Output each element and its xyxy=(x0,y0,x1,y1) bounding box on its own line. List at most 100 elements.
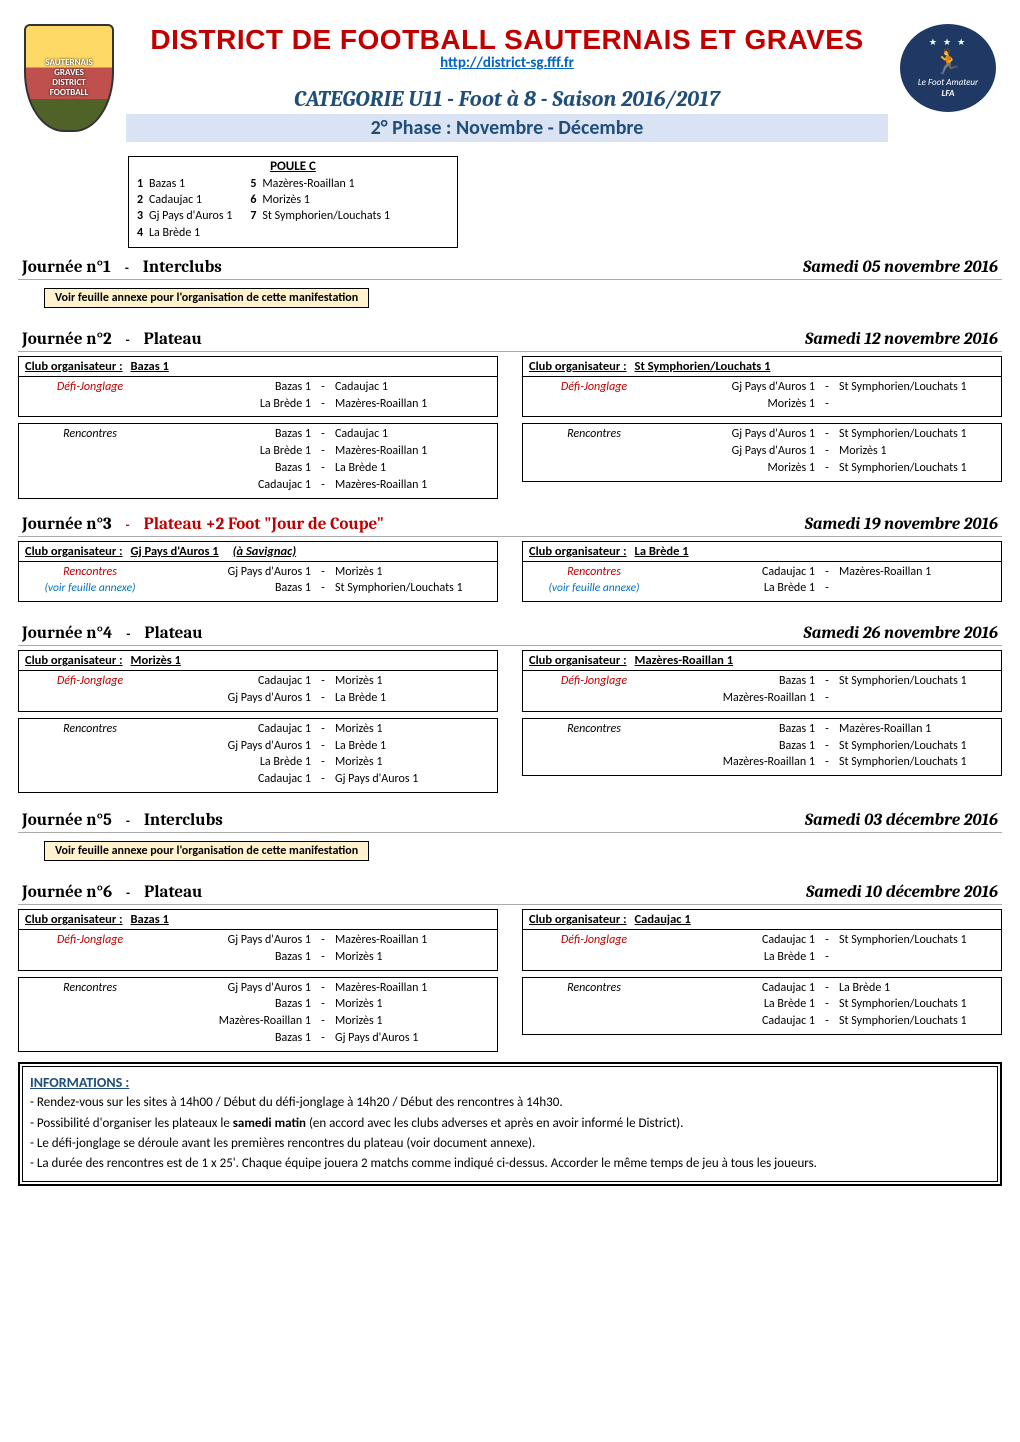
journee-label: Journée n°3 xyxy=(22,515,112,534)
rencontres-label: Rencontres xyxy=(529,564,659,581)
poule-team: Morizès 1 xyxy=(262,193,309,207)
poule-col-right: 5Mazères-Roaillan 1 6Morizès 1 7St Symph… xyxy=(250,176,390,241)
poule-box: POULE C 1Bazas 1 2Cadaujac 1 3Gj Pays d'… xyxy=(128,156,458,248)
district-crest: SAUTERNAIS GRAVES DISTRICT FOOTBALL xyxy=(24,24,114,132)
panel-right: Club organisateur : Mazères-Roaillan 1 Dé… xyxy=(522,650,1002,793)
defi-label: Défi-Jonglage xyxy=(25,673,155,690)
journee-type: Interclubs xyxy=(144,811,223,830)
poule-team: Gj Pays d'Auros 1 xyxy=(149,209,232,223)
lfa-logo: ★ ★ ★ 🏃 Le Foot Amateur LFA xyxy=(900,24,996,112)
journee-label: Journée n°5 xyxy=(22,811,112,830)
journee-6-panels: Club organisateur : Bazas 1 Défi-Jonglage… xyxy=(18,909,1002,1052)
club-org-name: Cadaujac 1 xyxy=(635,912,691,927)
journee-type: Interclubs xyxy=(143,258,222,277)
journee-label: Journée n°1 xyxy=(22,258,111,277)
defi-label: Défi-Jonglage xyxy=(529,379,659,396)
district-url-link[interactable]: http://district-sg.fff.fr xyxy=(126,54,888,72)
panel-left: Club organisateur : Morizès 1 Défi-Jongla… xyxy=(18,650,498,793)
rencontres-label: Rencontres xyxy=(529,426,659,443)
informations-title: INFORMATIONS : xyxy=(30,1072,990,1094)
lfa-abbr: LFA xyxy=(942,88,955,99)
info-line: - La durée des rencontres est de 1 x 25'… xyxy=(30,1154,990,1174)
journee-1-header: Journée n°1 - Interclubs Samedi 05 novem… xyxy=(18,258,1002,280)
club-org-name: Bazas 1 xyxy=(131,912,169,927)
journee-type: Plateau xyxy=(144,330,202,349)
journee-date: Samedi 26 novembre 2016 xyxy=(803,624,998,643)
rencontres-label: Rencontres xyxy=(25,980,155,997)
poule-col-left: 1Bazas 1 2Cadaujac 1 3Gj Pays d'Auros 1 … xyxy=(137,176,232,241)
panel-left: Club organisateur : Bazas 1 Défi-Jonglage… xyxy=(18,909,498,1052)
club-org-label: Club organisateur : xyxy=(529,544,627,559)
location-note: (à Savignac) xyxy=(233,544,297,559)
journee-4-panels: Club organisateur : Morizès 1 Défi-Jongla… xyxy=(18,650,1002,793)
poule-team: Bazas 1 xyxy=(149,177,185,191)
journee-date: Samedi 05 novembre 2016 xyxy=(803,258,998,277)
club-org-label: Club organisateur : xyxy=(25,544,123,559)
journee-3-panels: Club organisateur : Gj Pays d'Auros 1 (à S… xyxy=(18,541,1002,603)
voir-feuille-label: (voir feuille annexe) xyxy=(529,580,659,596)
journee-2-panels: Club organisateur :Bazas 1 Défi-Jonglage… xyxy=(18,356,1002,499)
info-line: - Rendez-vous sur les sites à 14h00 / Dé… xyxy=(30,1093,990,1113)
panel-right: Club organisateur : La Brède 1 Rencontres… xyxy=(522,541,1002,603)
phase-bar: 2° Phase : Novembre - Décembre xyxy=(126,114,888,142)
club-org-label: Club organisateur : xyxy=(529,359,627,374)
defi-label: Défi-Jonglage xyxy=(529,932,659,949)
annex-note-bar: Voir feuille annexe pour l'organisation … xyxy=(44,288,369,308)
club-org-label: Club organisateur : xyxy=(25,912,123,927)
rencontres-label: Rencontres xyxy=(529,980,659,997)
journee-label: Journée n°6 xyxy=(22,883,112,902)
info-line: - Le défi-jonglage se déroule avant les … xyxy=(30,1134,990,1154)
journee-type: Plateau xyxy=(144,883,202,902)
defi-label: Défi-Jonglage xyxy=(25,932,155,949)
header: SAUTERNAIS GRAVES DISTRICT FOOTBALL DIST… xyxy=(18,18,1002,152)
lfa-runner-icon: 🏃 xyxy=(933,48,963,77)
panel-left: Club organisateur : Gj Pays d'Auros 1 (à S… xyxy=(18,541,498,603)
journee-type: Plateau +2 Foot "Jour de Coupe" xyxy=(144,515,384,534)
club-org-name: Morizès 1 xyxy=(131,653,181,668)
journee-label: Journée n°4 xyxy=(22,624,112,643)
journee-date: Samedi 03 décembre 2016 xyxy=(805,811,998,830)
rencontres-label: Rencontres xyxy=(25,426,155,443)
journee-3-header: Journée n°3 - Plateau +2 Foot "Jour de C… xyxy=(18,515,1002,537)
poule-team: St Symphorien/Louchats 1 xyxy=(262,209,390,223)
club-org-label: Club organisateur : xyxy=(529,653,627,668)
poule-team: Mazères-Roaillan 1 xyxy=(262,177,354,191)
club-org-name: La Brède 1 xyxy=(635,544,689,559)
voir-feuille-label: (voir feuille annexe) xyxy=(25,580,155,596)
club-org-label: Club organisateur : xyxy=(25,359,123,374)
lfa-stars: ★ ★ ★ xyxy=(929,37,967,48)
defi-label: Défi-Jonglage xyxy=(529,673,659,690)
club-org-label: Club organisateur : xyxy=(25,653,123,668)
poule-team: Cadaujac 1 xyxy=(149,193,202,207)
journee-2-header: Journée n°2 - Plateau Samedi 12 novembre… xyxy=(18,330,1002,352)
lfa-text: Le Foot Amateur xyxy=(918,77,978,88)
journee-5-header: Journée n°5 - Interclubs Samedi 03 décem… xyxy=(18,811,1002,833)
category-subtitle: CATEGORIE U11 - Foot à 8 - Saison 2016/2… xyxy=(126,86,888,112)
poule-container: POULE C 1Bazas 1 2Cadaujac 1 3Gj Pays d'… xyxy=(128,156,1002,248)
rencontres-label: Rencontres xyxy=(25,721,155,738)
defi-label: Défi-Jonglage xyxy=(25,379,155,396)
journee-type: Plateau xyxy=(144,624,202,643)
club-org-name: Mazères-Roaillan 1 xyxy=(635,653,734,668)
informations-box: INFORMATIONS : - Rendez-vous sur les sit… xyxy=(18,1062,1002,1186)
annex-note-bar: Voir feuille annexe pour l'organisation … xyxy=(44,841,369,861)
club-org-name: Gj Pays d'Auros 1 xyxy=(131,544,219,559)
club-org-label: Club organisateur : xyxy=(529,912,627,927)
main-title: DISTRICT DE FOOTBALL SAUTERNAIS ET GRAVE… xyxy=(126,24,888,56)
club-org-name: St Symphorien/Louchats 1 xyxy=(635,359,771,374)
journee-date: Samedi 19 novembre 2016 xyxy=(805,515,998,534)
journee-4-header: Journée n°4 - Plateau Samedi 26 novembre… xyxy=(18,624,1002,646)
panel-right: Club organisateur : St Symphorien/Louchat… xyxy=(522,356,1002,499)
journee-date: Samedi 10 décembre 2016 xyxy=(806,883,998,902)
rencontres-label: Rencontres xyxy=(25,564,155,581)
poule-title: POULE C xyxy=(137,159,449,174)
poule-team: La Brède 1 xyxy=(149,226,200,240)
panel-right: Club organisateur : Cadaujac 1 Défi-Jongl… xyxy=(522,909,1002,1052)
journee-label: Journée n°2 xyxy=(22,330,112,349)
journee-6-header: Journée n°6 - Plateau Samedi 10 décembre… xyxy=(18,883,1002,905)
info-line: - Possibilité d'organiser les plateaux l… xyxy=(30,1114,990,1134)
journee-date: Samedi 12 novembre 2016 xyxy=(805,330,998,349)
crest-text: FOOTBALL xyxy=(50,88,89,98)
panel-left: Club organisateur :Bazas 1 Défi-Jonglage… xyxy=(18,356,498,499)
header-center: DISTRICT DE FOOTBALL SAUTERNAIS ET GRAVE… xyxy=(126,24,888,142)
